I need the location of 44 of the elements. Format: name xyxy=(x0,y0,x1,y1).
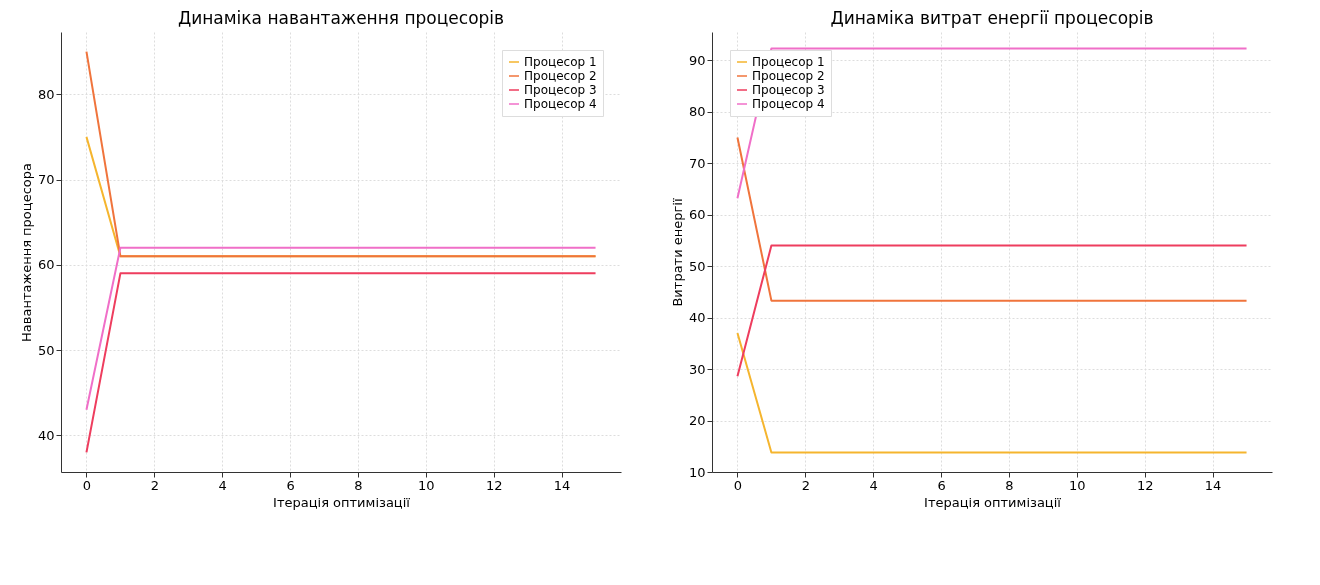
legend-label: Процесор 2 xyxy=(752,69,825,83)
x-tick-label: 6 xyxy=(286,477,295,493)
x-tick-label: 4 xyxy=(869,477,878,493)
y-tick-label: 60 xyxy=(37,257,55,273)
x-axis-title: Ітерація оптимізації xyxy=(924,494,1062,510)
x-tick-label: 4 xyxy=(218,477,227,493)
y-tick-label: 90 xyxy=(688,52,706,68)
y-axis-title: Навантаження процесора xyxy=(18,163,34,342)
chart-title: Динаміка витрат енергії процесорів xyxy=(830,8,1154,28)
y-tick-label: 20 xyxy=(688,413,706,429)
legend-label: Процесор 1 xyxy=(524,55,597,69)
chart-title: Динаміка навантаження процесорів xyxy=(177,8,505,28)
legend-label: Процесор 3 xyxy=(752,83,825,97)
legend-label: Процесор 1 xyxy=(752,55,825,69)
x-tick-label: 2 xyxy=(150,477,159,493)
y-tick-label: 80 xyxy=(37,86,55,102)
y-tick-label: 50 xyxy=(688,258,706,274)
y-tick-label: 70 xyxy=(37,172,55,188)
x-tick-label: 12 xyxy=(1136,477,1154,493)
y-tick-label: 40 xyxy=(688,310,706,326)
x-tick-label: 2 xyxy=(801,477,810,493)
x-tick-label: 14 xyxy=(553,477,571,493)
y-tick-label: 60 xyxy=(688,207,706,223)
legend-label: Процесор 4 xyxy=(752,97,825,111)
x-tick-label: 8 xyxy=(354,477,363,493)
legend-label: Процесор 4 xyxy=(524,97,597,111)
legend-label: Процесор 2 xyxy=(524,69,597,83)
y-tick-label: 70 xyxy=(688,155,706,171)
x-tick-label: 10 xyxy=(1069,477,1086,493)
x-tick-label: 0 xyxy=(733,477,743,493)
y-tick-label: 50 xyxy=(37,342,55,358)
x-tick-label: 10 xyxy=(418,477,435,493)
legend-label: Процесор 3 xyxy=(524,83,597,97)
y-tick-label: 40 xyxy=(37,427,55,443)
y-tick-label: 10 xyxy=(688,464,706,480)
x-tick-label: 8 xyxy=(1005,477,1014,493)
x-tick-label: 0 xyxy=(82,477,92,493)
x-axis-title: Ітерація оптимізації xyxy=(273,494,411,510)
y-tick-label: 30 xyxy=(688,361,706,377)
y-tick-label: 80 xyxy=(688,104,706,120)
x-tick-label: 6 xyxy=(937,477,946,493)
x-tick-label: 14 xyxy=(1204,477,1222,493)
y-axis-title: Витрати енергії xyxy=(669,198,685,307)
x-tick-label: 12 xyxy=(485,477,503,493)
